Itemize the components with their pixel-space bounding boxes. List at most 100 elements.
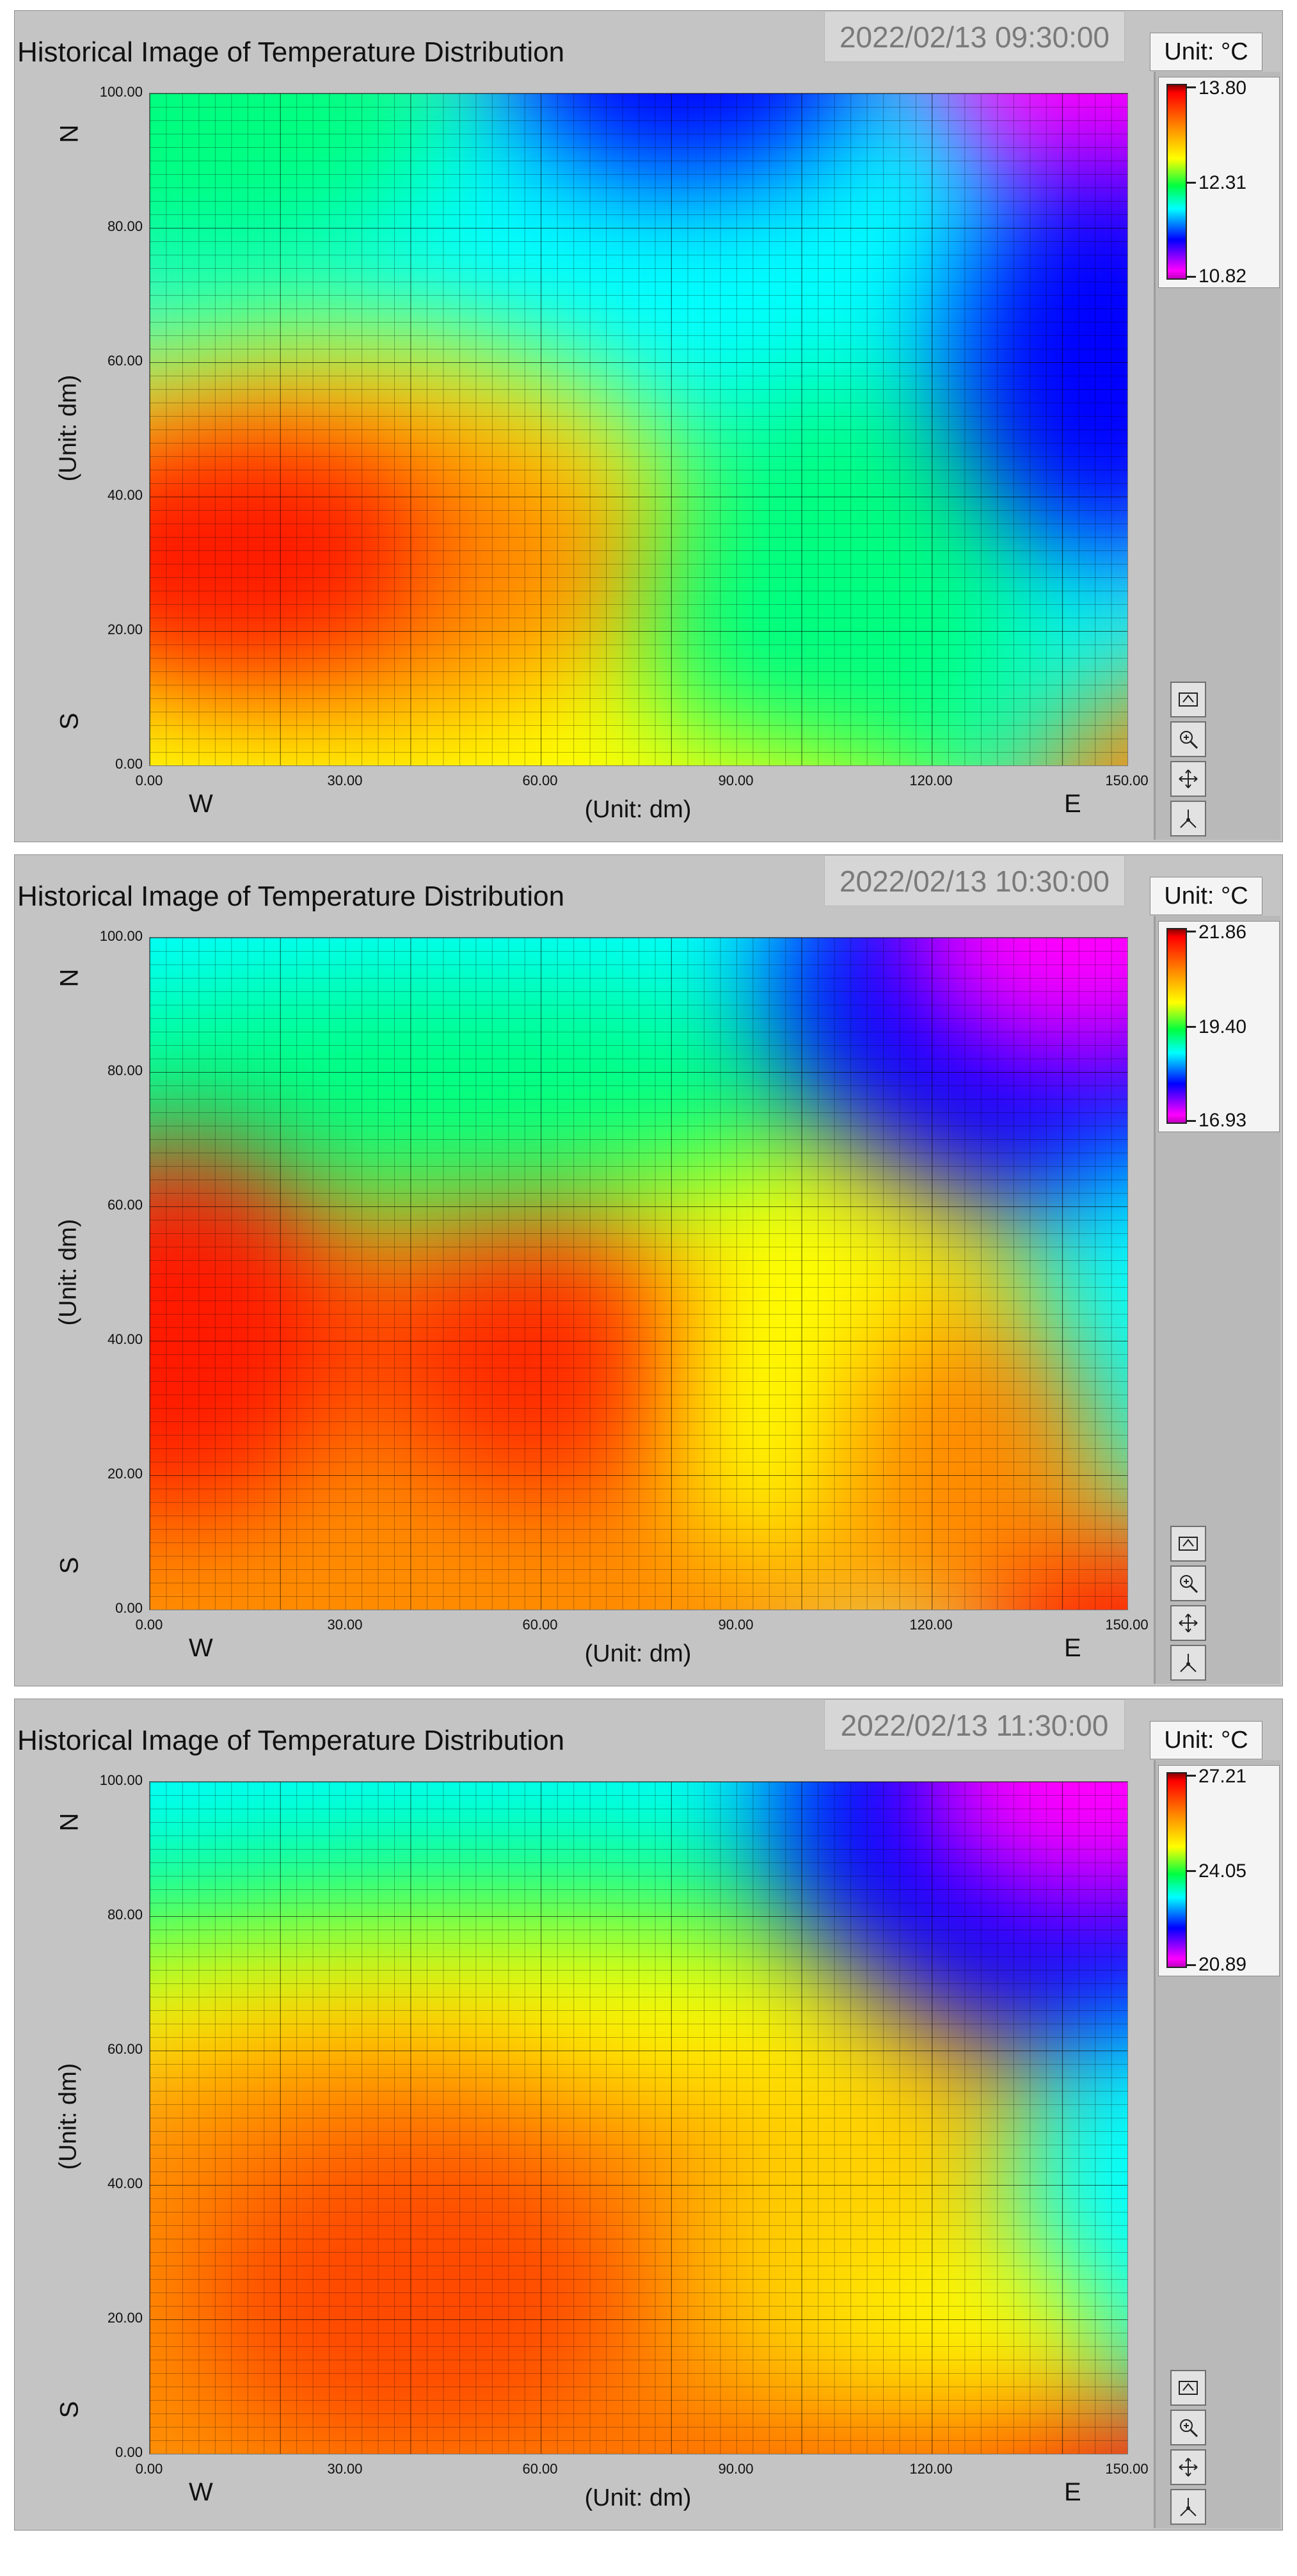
- pan-button[interactable]: [1170, 761, 1206, 797]
- temperature-heatmap[interactable]: [149, 937, 1128, 1610]
- x-tick-label: 150.00: [1105, 1617, 1149, 1633]
- y-tick-label: 80.00: [107, 1907, 143, 1923]
- grid-minor: [150, 938, 1127, 1610]
- scale-min-value: 20.89: [1198, 1954, 1247, 1975]
- y-tick-label: 100.00: [99, 928, 143, 944]
- scale-tick-mid: [1187, 182, 1196, 184]
- scale-max-value: 21.86: [1198, 922, 1247, 943]
- panel-title: Historical Image of Temperature Distribu…: [17, 36, 565, 68]
- compass-east-label: E: [1064, 790, 1081, 818]
- temperature-heatmap[interactable]: [149, 93, 1128, 766]
- panel-title: Historical Image of Temperature Distribu…: [17, 1725, 565, 1756]
- y-tick-label: 0.00: [115, 1600, 143, 1616]
- y-tick-label: 0.00: [115, 2444, 143, 2460]
- x-tick-label: 0.00: [135, 772, 163, 788]
- pan-icon: [1179, 1613, 1198, 1633]
- cursor-icon: [1180, 810, 1197, 828]
- x-tick-label: 0.00: [135, 2461, 163, 2477]
- zoom-icon: [1180, 731, 1198, 749]
- autoscale-button[interactable]: [1170, 1526, 1206, 1562]
- scale-mid-value: 24.05: [1198, 1860, 1247, 1882]
- scale-max-value: 13.80: [1198, 77, 1247, 99]
- scale-tick-mid: [1187, 1026, 1196, 1028]
- compass-south-label: S: [55, 1556, 84, 1574]
- compass-north-label: N: [55, 1812, 84, 1832]
- scale-tick-min: [1187, 1120, 1196, 1122]
- scale-tick-max: [1187, 931, 1196, 932]
- scale-min-value: 16.93: [1198, 1110, 1247, 1131]
- y-axis-title: (Unit: dm): [54, 1219, 82, 1326]
- color-scale[interactable]: 27.21 24.05 20.89: [1158, 1765, 1280, 1976]
- grid-major: [150, 938, 1127, 1610]
- grid-major: [150, 93, 1127, 765]
- x-tick-label: 30.00: [327, 1617, 363, 1633]
- x-axis-title: (Unit: dm): [584, 2484, 692, 2511]
- x-axis-title: (Unit: dm): [584, 1640, 692, 1667]
- temperature-panel-3: Historical Image of Temperature Distribu…: [14, 1699, 1283, 2531]
- x-tick-label: 120.00: [909, 772, 953, 788]
- y-tick-label: 40.00: [107, 487, 143, 503]
- compass-north-label: N: [55, 124, 84, 143]
- unit-label: Unit: °C: [1150, 33, 1262, 71]
- cursor-button[interactable]: [1170, 2489, 1206, 2525]
- y-axis-title: (Unit: dm): [54, 374, 82, 482]
- timestamp-display: 2022/02/13 09:30:00: [824, 11, 1125, 62]
- color-scale-bar: [1166, 1772, 1187, 1968]
- y-tick-label: 20.00: [107, 621, 143, 637]
- zoom-icon: [1180, 2419, 1198, 2438]
- x-axis-title: (Unit: dm): [584, 796, 692, 823]
- grid-minor: [150, 1782, 1127, 2454]
- pan-button[interactable]: [1170, 2449, 1206, 2485]
- zoom-button[interactable]: [1170, 2410, 1206, 2445]
- y-tick-label: 0.00: [115, 756, 143, 772]
- pan-button[interactable]: [1170, 1605, 1206, 1641]
- y-tick-label: 20.00: [107, 1466, 143, 1482]
- cursor-button[interactable]: [1170, 801, 1206, 836]
- timestamp-display: 2022/02/13 11:30:00: [824, 1699, 1125, 1750]
- y-axis-title: (Unit: dm): [54, 2063, 82, 2170]
- scale-tick-max: [1187, 86, 1196, 88]
- x-tick-label: 150.00: [1105, 2461, 1149, 2477]
- zoom-button[interactable]: [1170, 1565, 1206, 1601]
- y-tick-label: 60.00: [107, 1197, 143, 1213]
- scale-mid-value: 19.40: [1198, 1016, 1247, 1037]
- y-tick-label: 20.00: [107, 2310, 143, 2326]
- compass-west-label: W: [189, 2478, 213, 2506]
- autoscale-button[interactable]: [1170, 682, 1206, 717]
- x-tick-label: 120.00: [909, 2461, 953, 2477]
- x-tick-label: 0.00: [135, 1617, 163, 1633]
- temperature-panel-1: Historical Image of Temperature Distribu…: [14, 10, 1283, 842]
- x-tick-label: 90.00: [718, 2461, 754, 2477]
- y-tick-label: 80.00: [107, 218, 143, 234]
- compass-east-label: E: [1064, 2478, 1081, 2506]
- grid-major: [150, 1782, 1127, 2454]
- autoscale-button[interactable]: [1170, 2370, 1206, 2406]
- panel-title: Historical Image of Temperature Distribu…: [17, 881, 565, 912]
- compass-west-label: W: [189, 1634, 213, 1662]
- compass-south-label: S: [55, 2401, 84, 2419]
- color-scale-bar: [1166, 928, 1187, 1124]
- y-tick-label: 80.00: [107, 1062, 143, 1078]
- color-scale[interactable]: 13.80 12.31 10.82: [1158, 77, 1280, 288]
- y-tick-label: 100.00: [99, 1772, 143, 1788]
- autoscale-icon: [1179, 1537, 1198, 1551]
- pan-icon: [1179, 769, 1198, 788]
- scale-tick-max: [1187, 1775, 1196, 1777]
- y-tick-label: 40.00: [107, 1331, 143, 1347]
- x-tick-label: 60.00: [522, 772, 558, 788]
- cursor-button[interactable]: [1170, 1645, 1206, 1681]
- zoom-button[interactable]: [1170, 721, 1206, 757]
- color-scale[interactable]: 21.86 19.40 16.93: [1158, 921, 1280, 1132]
- compass-west-label: W: [189, 790, 213, 818]
- y-tick-label: 60.00: [107, 2041, 143, 2057]
- cursor-icon: [1180, 1654, 1197, 1672]
- unit-label: Unit: °C: [1150, 1721, 1262, 1759]
- scale-max-value: 27.21: [1198, 1766, 1247, 1787]
- scale-tick-min: [1187, 276, 1196, 278]
- scale-tick-min: [1187, 1964, 1196, 1966]
- cursor-icon: [1180, 2498, 1197, 2516]
- x-tick-label: 120.00: [909, 1617, 953, 1633]
- x-tick-label: 150.00: [1105, 772, 1149, 788]
- temperature-heatmap[interactable]: [149, 1781, 1128, 2454]
- color-scale-bar: [1166, 84, 1187, 280]
